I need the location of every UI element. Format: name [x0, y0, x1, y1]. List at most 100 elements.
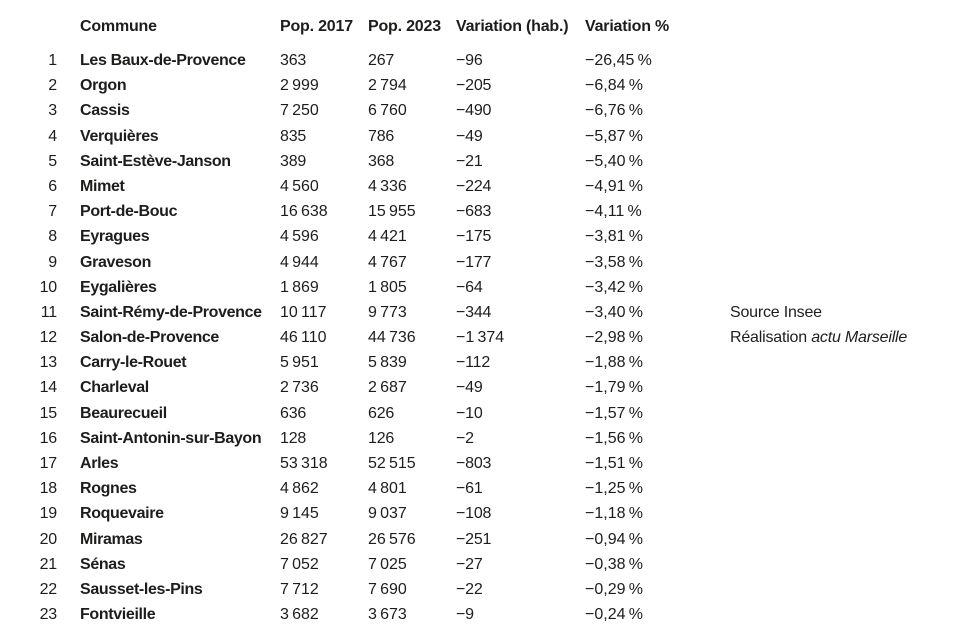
table-row: 23 Fontvieille 3 682 3 673 −9 −0,24 %	[0, 602, 735, 627]
commune-name: Carry-le-Rouet	[80, 354, 187, 372]
rank-column-header	[0, 14, 57, 39]
pop-2023-value: 1 805	[368, 278, 407, 296]
variation-hab-value: −10	[456, 404, 483, 422]
variation-hab-value: −224	[456, 177, 492, 195]
commune-name: Mimet	[80, 177, 125, 195]
commune-name: Sénas	[80, 555, 126, 573]
variation-hab-value: −177	[456, 253, 492, 271]
pop-2017-value: 10 117	[280, 303, 327, 321]
row-rank: 15	[39, 404, 58, 422]
table-row: 4 Verquières 835 786 −49 −5,87 %	[0, 124, 735, 149]
pop-2023-value: 126	[368, 429, 395, 447]
row-rank: 21	[39, 555, 58, 573]
column-header-variation-pct: Variation %	[585, 18, 670, 35]
table-row: 10 Eygalières 1 869 1 805 −64 −3,42 %	[0, 275, 735, 300]
table-row: 22 Sausset-les-Pins 7 712 7 690 −22 −0,2…	[0, 577, 735, 602]
column-header-pop-2023: Pop. 2023	[368, 18, 441, 35]
commune-name: Verquières	[80, 127, 159, 145]
pop-2023-value: 4 336	[368, 177, 407, 195]
table-row: 19 Roquevaire 9 145 9 037 −108 −1,18 %	[0, 501, 735, 526]
publication-name: actu Marseille	[811, 329, 908, 347]
variation-hab-value: −108	[456, 505, 492, 523]
row-rank: 22	[39, 580, 58, 598]
pop-2017-value: 2 999	[280, 77, 319, 95]
commune-name: Sausset-les-Pins	[80, 580, 203, 598]
variation-pct-value: −1,18 %	[585, 505, 643, 523]
commune-name: Eyragues	[80, 228, 150, 246]
variation-pct-value: −1,56 %	[585, 429, 643, 447]
variation-hab-value: −251	[456, 530, 492, 548]
pop-2017-value: 7 250	[280, 102, 319, 120]
pop-2017-value: 1 869	[280, 278, 319, 296]
table-row: 2 Orgon 2 999 2 794 −205 −6,84 %	[0, 73, 735, 98]
table-row: 1 Les Baux-de-Provence 363 267 −96 −26,4…	[0, 48, 735, 73]
variation-hab-value: −2	[456, 429, 474, 447]
pop-2023-value: 7 690	[368, 580, 407, 598]
commune-name: Fontvieille	[80, 606, 156, 624]
row-rank: 17	[39, 455, 58, 472]
pop-2023-value: 4 767	[368, 253, 407, 271]
pop-2023-value: 786	[368, 127, 395, 145]
pop-2023-value: 3 673	[368, 606, 407, 624]
row-rank: 18	[39, 480, 58, 498]
variation-hab-value: −49	[456, 127, 483, 145]
variation-hab-value: −96	[456, 52, 483, 69]
pop-2023-value: 4 801	[368, 480, 407, 498]
variation-pct-value: −3,40 %	[585, 303, 643, 321]
pop-2023-value: 26 576	[368, 530, 416, 548]
pop-2017-value: 7 712	[280, 580, 319, 598]
variation-hab-value: −9	[456, 606, 474, 624]
pop-2017-value: 9 145	[280, 505, 319, 523]
variation-hab-value: −175	[456, 228, 492, 246]
row-rank: 11	[40, 303, 57, 321]
variation-pct-value: −1,79 %	[585, 379, 643, 397]
table-row: 15 Beaurecueil 636 626 −10 −1,57 %	[0, 401, 735, 426]
pop-2023-value: 9 773	[368, 303, 407, 321]
variation-pct-value: −0,38 %	[585, 555, 643, 573]
pop-2017-value: 835	[280, 127, 307, 145]
pop-2017-value: 7 052	[280, 555, 319, 573]
variation-hab-value: −112	[456, 354, 491, 372]
table-row: 8 Eyragues 4 596 4 421 −175 −3,81 %	[0, 224, 735, 249]
commune-name: Saint-Rémy-de-Provence	[80, 303, 262, 321]
pop-2017-value: 636	[280, 404, 307, 422]
pop-2023-value: 267	[368, 52, 395, 69]
variation-hab-value: −61	[456, 480, 483, 498]
variation-pct-value: −1,88 %	[585, 354, 643, 372]
variation-pct-value: −4,91 %	[585, 177, 643, 195]
table-row: 11 Saint-Rémy-de-Provence 10 117 9 773 −…	[0, 300, 735, 325]
source-credit: Source Insee	[730, 304, 822, 321]
table-row: 7 Port-de-Bouc 16 638 15 955 −683 −4,11 …	[0, 199, 735, 224]
table-row: 14 Charleval 2 736 2 687 −49 −1,79 %	[0, 375, 735, 400]
variation-hab-value: −22	[456, 580, 483, 598]
pop-2023-value: 5 839	[368, 354, 407, 372]
pop-2023-value: 4 421	[368, 228, 407, 246]
commune-name: Port-de-Bouc	[80, 203, 178, 221]
pop-2017-value: 26 827	[280, 530, 328, 548]
table-row: 12 Salon-de-Provence 46 110 44 736 −1 37…	[0, 325, 735, 350]
row-rank: 4	[48, 127, 57, 145]
commune-name: Rognes	[80, 480, 137, 498]
variation-pct-value: −5,40 %	[585, 152, 643, 170]
row-rank: 14	[39, 379, 58, 397]
pop-2017-value: 46 110	[280, 329, 327, 347]
row-rank: 10	[39, 278, 58, 296]
commune-name: Salon-de-Provence	[80, 329, 219, 347]
table-row: 6 Mimet 4 560 4 336 −224 −4,91 %	[0, 174, 735, 199]
row-rank: 5	[48, 152, 57, 170]
commune-name: Miramas	[80, 530, 143, 548]
pop-2023-value: 9 037	[368, 505, 407, 523]
row-rank: 13	[39, 354, 58, 372]
variation-hab-value: −205	[456, 77, 492, 95]
variation-pct-value: −26,45 %	[585, 52, 652, 69]
commune-name: Charleval	[80, 379, 149, 397]
pop-2017-value: 2 736	[280, 379, 319, 397]
variation-pct-value: −4,11 %	[585, 203, 642, 221]
column-header-pop-2017: Pop. 2017	[280, 18, 353, 35]
variation-hab-value: −683	[456, 203, 492, 221]
variation-pct-value: −3,81 %	[585, 228, 643, 246]
variation-pct-value: −3,42 %	[585, 278, 643, 296]
row-rank: 23	[39, 606, 58, 624]
variation-hab-value: −344	[456, 303, 492, 321]
